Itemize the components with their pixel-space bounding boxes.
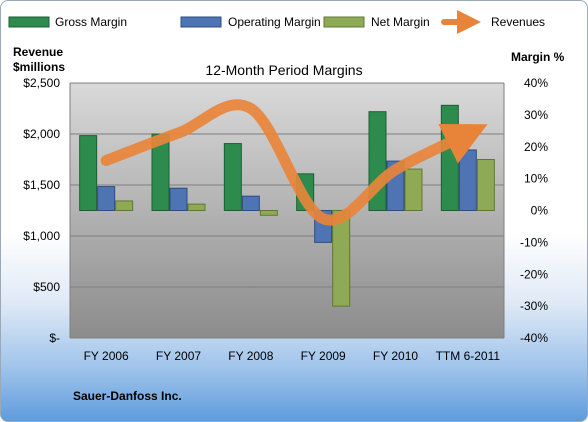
right-tick-label: -30% <box>520 299 548 313</box>
revenue-point <box>250 108 252 110</box>
net-margin-bar <box>187 203 206 211</box>
legend-label-gross-margin: Gross Margin <box>55 15 127 29</box>
x-axis-ticks: FY 2006 FY 2007 FY 2008 FY 2009 FY 2010 TTM 6… <box>84 349 501 363</box>
operating-margin-bar <box>241 195 260 211</box>
left-tick-label: $1,500 <box>23 178 60 192</box>
right-tick-label: 40% <box>524 76 548 90</box>
company-name: Sauer-Danfoss Inc. <box>73 389 182 403</box>
net-margin-bar <box>404 168 423 211</box>
legend-label-revenues: Revenues <box>491 15 545 29</box>
net-margin-bar <box>115 200 134 211</box>
operating-margin-bar <box>169 187 188 211</box>
revenue-line-group <box>100 99 488 226</box>
left-axis-title-line2: $millions <box>13 60 65 74</box>
legend-swatch-net-margin <box>323 16 365 28</box>
left-axis-ticks: $- $500 $1,000 $1,500 $2,000 $2,500 <box>23 76 60 345</box>
x-tick-label: FY 2010 <box>373 349 418 363</box>
legend-swatch-gross-margin <box>8 16 50 28</box>
revenue-point <box>395 169 397 171</box>
left-tick-label: $2,000 <box>23 127 60 141</box>
left-tick-label: $2,500 <box>23 76 60 90</box>
revenue-line <box>100 99 488 226</box>
left-tick-label: $1,000 <box>23 229 60 243</box>
revenue-point <box>105 160 107 162</box>
right-tick-label: 20% <box>524 140 548 154</box>
revenue-point <box>178 132 180 134</box>
gross-margin-bar <box>440 104 459 211</box>
legend-label-operating-margin: Operating Margin <box>228 15 321 29</box>
operating-margin-bar <box>458 149 477 211</box>
net-margin-bar <box>476 159 495 211</box>
left-tick-label: $500 <box>33 280 60 294</box>
gross-margin-bar <box>79 135 98 211</box>
right-axis-ticks: 40% 30% 20% 10% 0% -10% -20% -30% -40% <box>520 76 548 345</box>
right-tick-label: 10% <box>524 172 548 186</box>
chart-title: 12-Month Period Margins <box>205 62 362 78</box>
left-axis-title-line1: Revenue <box>13 45 63 59</box>
right-tick-label: 30% <box>524 108 548 122</box>
x-tick-label: FY 2008 <box>228 349 273 363</box>
x-tick-label: FY 2009 <box>301 349 346 363</box>
operating-margin-bar <box>97 186 116 211</box>
right-tick-label: 0% <box>531 204 549 218</box>
legend-swatch-operating-margin <box>180 16 222 28</box>
x-tick-label: TTM 6-2011 <box>436 349 501 363</box>
gross-margin-bar <box>223 143 242 211</box>
plot-area <box>70 83 504 338</box>
net-margin-bar <box>332 210 351 307</box>
x-tick-label: FY 2006 <box>84 349 129 363</box>
legend: Gross Margin Operating Margin Net Margin… <box>8 10 545 34</box>
right-tick-label: -10% <box>520 235 548 249</box>
gridlines <box>69 82 505 339</box>
right-axis-title: Margin % <box>511 50 565 64</box>
revenue-point <box>322 218 324 220</box>
x-tick-label: FY 2007 <box>156 349 201 363</box>
right-tick-label: -20% <box>520 267 548 281</box>
legend-label-net-margin: Net Margin <box>371 15 430 29</box>
right-tick-label: -40% <box>520 331 548 345</box>
net-margin-bar <box>259 210 278 216</box>
left-tick-label: $- <box>49 331 60 345</box>
revenue-point <box>467 133 469 135</box>
